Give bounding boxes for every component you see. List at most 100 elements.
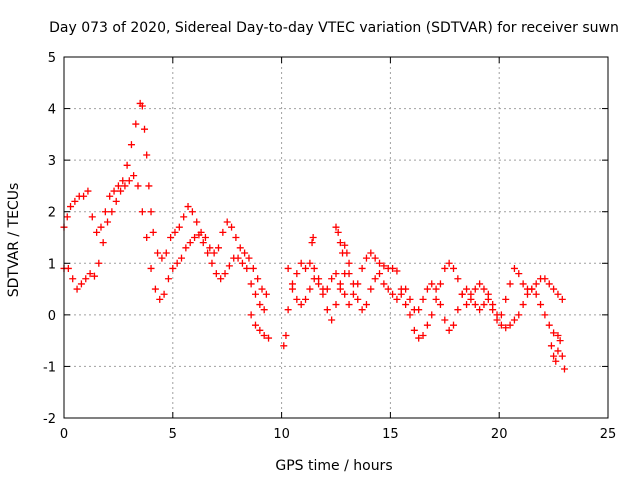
data-point bbox=[515, 311, 523, 319]
data-point bbox=[489, 301, 497, 309]
data-point bbox=[450, 321, 458, 329]
data-point bbox=[367, 285, 375, 293]
data-point bbox=[164, 275, 172, 283]
data-point bbox=[376, 259, 384, 267]
data-point bbox=[493, 311, 501, 319]
data-point bbox=[138, 102, 146, 110]
data-point bbox=[195, 231, 203, 239]
data-point bbox=[362, 301, 370, 309]
data-point bbox=[247, 280, 255, 288]
data-point bbox=[175, 223, 183, 231]
data-point bbox=[223, 218, 231, 226]
data-point bbox=[82, 275, 90, 283]
data-point bbox=[319, 285, 327, 293]
data-point bbox=[180, 213, 188, 221]
data-point bbox=[297, 301, 305, 309]
data-point bbox=[402, 301, 410, 309]
data-point bbox=[288, 280, 296, 288]
data-point bbox=[423, 285, 431, 293]
data-point bbox=[343, 249, 351, 257]
data-point bbox=[178, 254, 186, 262]
x-tick-label: 5 bbox=[169, 427, 177, 442]
data-point bbox=[476, 306, 484, 314]
y-tick-label: 0 bbox=[48, 309, 56, 324]
data-point bbox=[84, 187, 92, 195]
data-point bbox=[80, 192, 88, 200]
y-axis-label: SDTVAR / TECUs bbox=[6, 183, 22, 298]
data-point bbox=[117, 187, 125, 195]
data-point bbox=[106, 192, 114, 200]
data-point bbox=[191, 234, 199, 241]
data-point bbox=[160, 290, 168, 298]
data-point bbox=[554, 347, 562, 355]
data-point bbox=[156, 295, 164, 303]
data-point bbox=[147, 208, 155, 216]
data-point bbox=[349, 290, 357, 298]
data-point bbox=[302, 295, 310, 303]
data-point bbox=[506, 321, 514, 329]
data-point bbox=[234, 254, 242, 262]
data-point bbox=[188, 208, 196, 216]
data-point bbox=[225, 262, 233, 270]
data-point bbox=[556, 337, 564, 345]
data-point bbox=[119, 177, 127, 185]
x-tick-label: 20 bbox=[491, 427, 508, 442]
data-point bbox=[432, 285, 440, 293]
data-point bbox=[510, 316, 518, 324]
data-series bbox=[60, 172, 268, 314]
data-point bbox=[550, 329, 558, 337]
data-point bbox=[471, 301, 479, 309]
data-point bbox=[210, 249, 218, 257]
data-point bbox=[256, 301, 264, 309]
data-point bbox=[147, 264, 155, 272]
data-point bbox=[436, 301, 444, 309]
data-point bbox=[537, 301, 545, 309]
data-point bbox=[450, 264, 458, 272]
data-point bbox=[315, 275, 323, 283]
data-point bbox=[476, 280, 484, 288]
y-tick-label: -1 bbox=[43, 360, 56, 375]
data-point bbox=[371, 275, 379, 283]
data-point bbox=[280, 342, 288, 350]
data-point bbox=[145, 182, 153, 190]
data-point bbox=[393, 295, 401, 303]
data-point bbox=[310, 264, 318, 272]
y-tick-label: 1 bbox=[48, 257, 56, 272]
data-point bbox=[547, 342, 555, 350]
data-point bbox=[336, 239, 344, 247]
data-series bbox=[547, 337, 568, 373]
data-point bbox=[502, 324, 510, 332]
data-point bbox=[260, 306, 268, 314]
data-point bbox=[284, 264, 292, 272]
data-point bbox=[506, 280, 514, 288]
data-point bbox=[265, 334, 273, 342]
data-point bbox=[171, 228, 179, 236]
data-point bbox=[114, 182, 122, 190]
data-point bbox=[258, 285, 266, 293]
data-point bbox=[532, 290, 540, 298]
data-series bbox=[280, 249, 566, 350]
data-point bbox=[393, 267, 401, 275]
data-point bbox=[71, 197, 79, 205]
data-point bbox=[428, 311, 436, 319]
data-point bbox=[214, 244, 222, 252]
data-point bbox=[389, 290, 397, 298]
data-point bbox=[410, 326, 418, 334]
data-point bbox=[419, 295, 427, 303]
data-point bbox=[550, 285, 558, 293]
data-point bbox=[345, 301, 353, 309]
data-point bbox=[497, 321, 505, 329]
data-point bbox=[523, 290, 531, 298]
data-point bbox=[552, 357, 560, 365]
data-point bbox=[256, 326, 264, 334]
x-tick-label: 25 bbox=[600, 427, 617, 442]
data-point bbox=[110, 187, 118, 195]
data-point bbox=[104, 218, 112, 226]
data-point bbox=[293, 295, 301, 303]
data-point bbox=[463, 285, 471, 293]
data-point bbox=[445, 259, 453, 267]
x-tick-label: 10 bbox=[273, 427, 290, 442]
data-point bbox=[463, 301, 471, 309]
data-point bbox=[297, 259, 305, 267]
data-point bbox=[554, 290, 562, 298]
